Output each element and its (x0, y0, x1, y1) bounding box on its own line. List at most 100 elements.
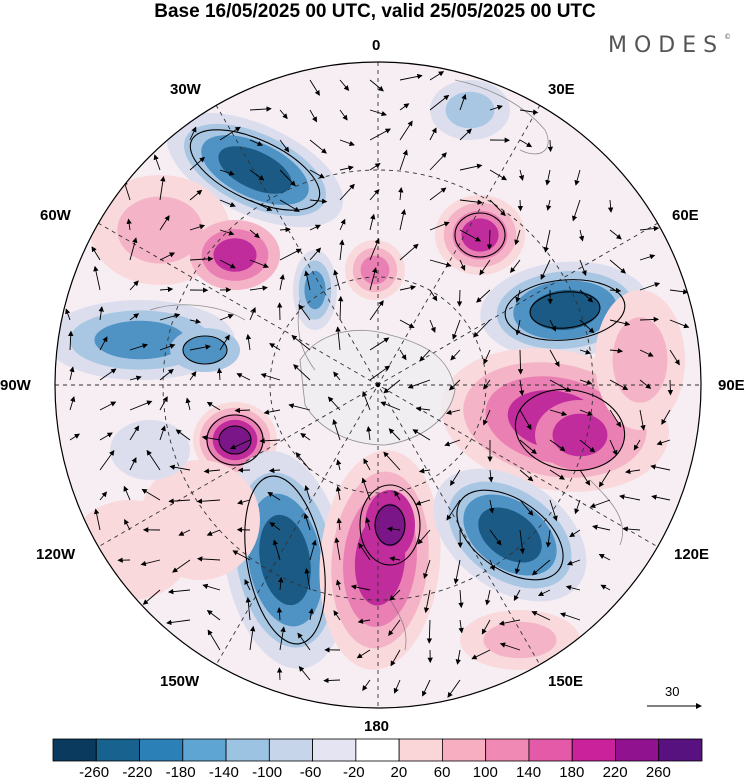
colorbar-tick-label: 100 (472, 764, 498, 781)
wind-vector (519, 409, 532, 430)
wind-vector (476, 289, 491, 303)
wind-vector (473, 319, 491, 338)
wind-vector (519, 529, 525, 555)
wind-vector (650, 464, 671, 471)
wind-vector (99, 450, 115, 471)
wind-vector (309, 198, 328, 204)
wind-vector (445, 409, 461, 415)
wind-vector (489, 169, 508, 181)
wind-vector (232, 550, 251, 561)
wind-vector (99, 401, 117, 411)
wind-vector (639, 254, 656, 261)
wind-vector (263, 409, 281, 415)
wind-vector (429, 221, 450, 231)
colorbar-tick-label: 60 (433, 764, 451, 781)
wind-vector (518, 379, 525, 396)
wind-vector (300, 432, 311, 441)
colorbar-swatch (268, 738, 314, 762)
wind-vector (609, 319, 631, 327)
colorbar-tick-label: 260 (645, 764, 671, 781)
colorbar-tick-label: -140 (208, 764, 239, 781)
wind-vector (459, 128, 472, 141)
wind-vector (159, 425, 166, 441)
wind-vector (399, 149, 408, 171)
wind-vector (609, 348, 624, 354)
wind-vector (189, 156, 206, 171)
wind-vector (169, 464, 191, 471)
wind-vector (334, 537, 341, 561)
wind-vector (399, 319, 415, 328)
wind-vector (69, 366, 75, 381)
colorbar-tick-label: 180 (559, 764, 585, 781)
wind-vector (537, 589, 551, 596)
wind-vector (166, 619, 191, 626)
wind-vector (578, 229, 585, 242)
wind-vector (297, 632, 311, 651)
wind-vector (279, 109, 288, 120)
wind-vector (549, 319, 556, 332)
wind-vector (159, 313, 181, 321)
wind-vector (216, 367, 223, 381)
colorbar-tick-label: -220 (122, 764, 153, 781)
wind-vector (202, 583, 221, 591)
wind-vector (479, 259, 491, 276)
wind-vector (383, 379, 401, 394)
colorbar-swatch (355, 738, 400, 762)
wind-vector (579, 319, 595, 334)
wind-vector (267, 491, 281, 501)
anomaly-region (478, 507, 542, 563)
wind-vector (278, 576, 284, 591)
wind-vector (365, 517, 371, 531)
wind-vector (426, 619, 433, 644)
wind-vector (661, 409, 671, 425)
wind-vector (141, 488, 161, 501)
wind-vector (249, 139, 264, 146)
wind-vector (422, 679, 431, 697)
wind-vector (483, 379, 491, 390)
wind-vector (609, 379, 629, 390)
wind-vector (361, 477, 371, 501)
anomaly-region (213, 238, 257, 272)
wind-vector (185, 397, 191, 411)
wind-vector (489, 529, 502, 546)
wind-vector (592, 524, 611, 531)
wind-vector (388, 428, 401, 441)
wind-vector (369, 300, 384, 321)
wind-vector (309, 247, 322, 261)
wind-vector (293, 364, 311, 381)
colorbar-swatch (441, 738, 487, 762)
wind-vector (298, 304, 311, 321)
wind-vector (418, 468, 431, 474)
wind-vector (531, 559, 551, 576)
wind-vector (337, 295, 344, 321)
wind-vector (249, 306, 256, 321)
lon-label-120w: 120W (36, 546, 76, 563)
wind-vector (667, 379, 674, 396)
wind-vector (549, 349, 560, 368)
wind-vector (363, 458, 371, 471)
contour-line (454, 212, 506, 258)
wind-vector (237, 499, 251, 505)
wind-vector (669, 289, 689, 295)
wind-vector (335, 485, 342, 501)
anomaly-region (183, 336, 227, 364)
wind-vector (279, 199, 300, 212)
wind-vector (459, 163, 483, 171)
wind-vector (335, 326, 341, 351)
wind-vector (358, 542, 371, 561)
lon-label-30w: 30W (170, 81, 201, 98)
wind-vector (498, 619, 521, 626)
wind-vector (515, 319, 521, 336)
wind-vector (531, 611, 551, 621)
wind-vector (423, 559, 431, 579)
colorbar-swatch (658, 738, 703, 762)
brand-name: MODES (608, 33, 725, 58)
wind-vector (207, 629, 221, 651)
wind-vector (279, 248, 302, 261)
anomaly-region (374, 503, 406, 547)
colorbar-swatch (528, 738, 573, 762)
colorbar-swatch (182, 738, 227, 762)
wind-vector (279, 169, 296, 187)
wind-vector (219, 199, 236, 207)
wind-vector (609, 439, 618, 456)
